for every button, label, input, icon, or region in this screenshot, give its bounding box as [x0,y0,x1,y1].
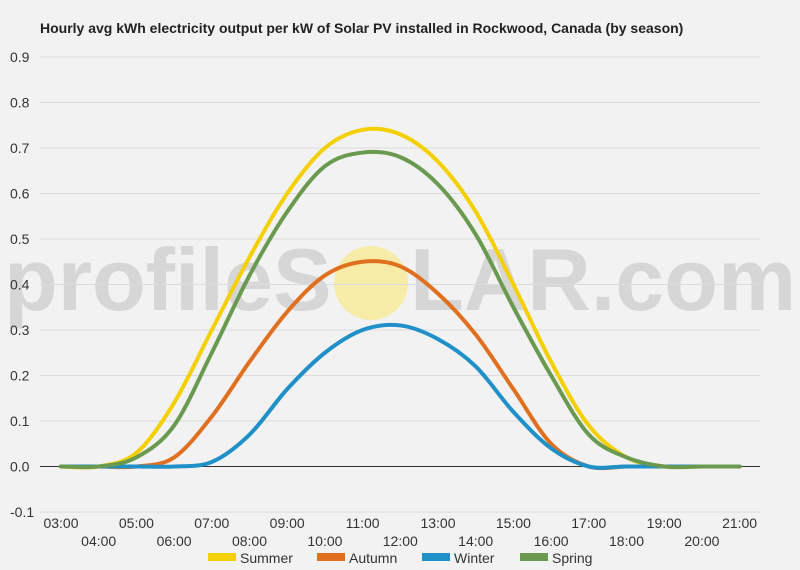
y-tick-label: 0.7 [10,140,30,156]
x-tick-label: 19:00 [647,515,682,531]
x-tick-label: 05:00 [119,515,154,531]
chart-title: Hourly avg kWh electricity output per kW… [40,20,683,36]
legend-swatch-spring [520,553,548,561]
x-tick-label: 09:00 [270,515,305,531]
legend-label-summer: Summer [240,550,293,566]
x-tick-label: 10:00 [307,533,342,549]
y-tick-label: 0.0 [10,459,30,475]
y-tick-label: 0.2 [10,368,30,384]
y-tick-label: 0.5 [10,231,30,247]
y-tick-label: 0.8 [10,95,30,111]
watermark: profileS LAR.com [4,230,796,329]
x-tick-label: 20:00 [684,533,719,549]
x-tick-label: 15:00 [496,515,531,531]
series-line-winter [59,322,742,470]
series-line-spring [59,149,742,470]
y-axis-ticks: -0.1 0.0 0.1 0.2 0.3 0.4 0.5 0.6 0.7 0.8 0.9 [10,49,34,520]
y-tick-label: -0.1 [10,504,34,520]
x-tick-label: 03:00 [43,515,78,531]
series-lines [59,126,742,471]
legend-label-spring: Spring [552,550,592,566]
x-tick-label: 17:00 [571,515,606,531]
legend-label-winter: Winter [454,550,495,566]
y-tick-label: 0.6 [10,186,30,202]
x-tick-label: 18:00 [609,533,644,549]
watermark-text-right: LAR.com [410,230,796,329]
y-tick-label: 0.3 [10,322,30,338]
watermark-text-left: profileS [4,230,332,329]
x-tick-label: 07:00 [194,515,229,531]
x-tick-label: 16:00 [534,533,569,549]
x-tick-label: 06:00 [157,533,192,549]
x-tick-label: 21:00 [722,515,757,531]
x-tick-label: 11:00 [346,515,380,531]
watermark-sun-icon [334,246,408,320]
x-tick-label: 13:00 [420,515,455,531]
legend-swatch-autumn [317,553,345,561]
y-tick-label: 0.9 [10,49,30,65]
x-tick-label: 08:00 [232,533,267,549]
legend-swatch-summer [208,553,236,561]
x-tick-label: 14:00 [458,533,493,549]
legend-swatch-winter [422,553,450,561]
x-tick-label: 12:00 [383,533,418,549]
y-tick-label: 0.1 [10,413,30,429]
legend: Summer Autumn Winter Spring [208,550,592,566]
x-axis-ticks: 03:0004:0005:0006:0007:0008:0009:0010:00… [43,515,757,549]
legend-label-autumn: Autumn [349,550,397,566]
x-tick-label: 04:00 [81,533,116,549]
y-tick-label: 0.4 [10,277,30,293]
